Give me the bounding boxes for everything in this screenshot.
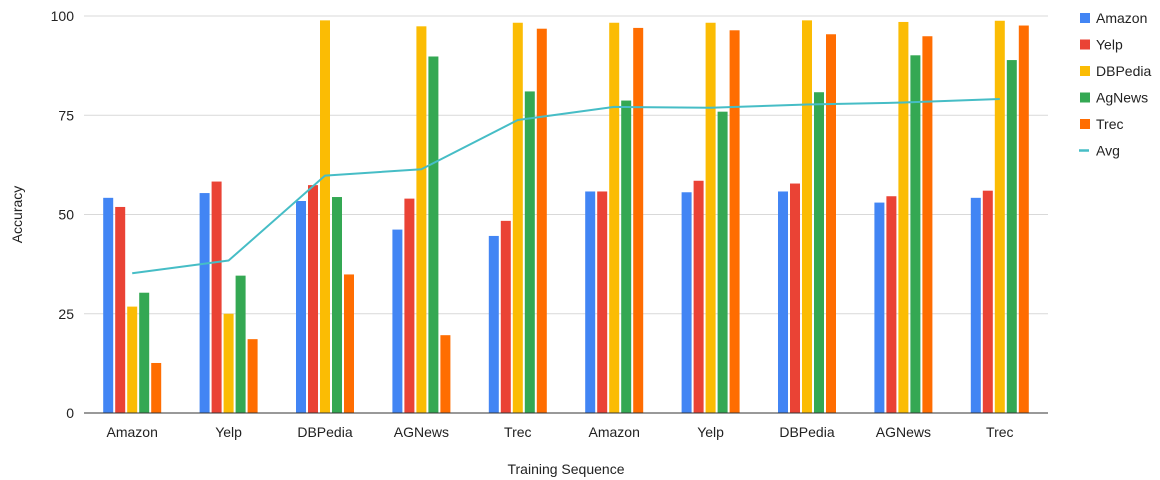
legend-item-amazon: Amazon bbox=[1080, 10, 1147, 26]
legend: Amazon Yelp DBPedia AgNews Trec Avg bbox=[1079, 10, 1151, 159]
x-tick-label: Amazon bbox=[107, 424, 158, 440]
bar-agnews bbox=[717, 111, 728, 413]
legend-item-trec: Trec bbox=[1080, 116, 1123, 132]
bar-yelp bbox=[308, 185, 318, 413]
bar-yelp bbox=[597, 191, 608, 413]
bar-dbpedia bbox=[416, 26, 427, 414]
legend-item-yelp: Yelp bbox=[1080, 37, 1123, 53]
bar-yelp bbox=[693, 180, 704, 413]
bar-agnews bbox=[524, 91, 535, 414]
y-tick-label: 50 bbox=[58, 207, 74, 223]
x-tick-label: Yelp bbox=[215, 424, 242, 440]
x-axis-ticks: Amazon Yelp DBPedia AGNews Trec Amazon Yelp DBP… bbox=[107, 424, 1014, 440]
bar-trec bbox=[729, 30, 740, 414]
bar-amazon bbox=[296, 201, 306, 413]
bar-trec bbox=[922, 36, 933, 413]
bar-agnews bbox=[139, 292, 150, 413]
bar-trec bbox=[247, 339, 258, 413]
x-tick-label: Trec bbox=[986, 424, 1013, 440]
bar-agnews bbox=[332, 197, 342, 413]
bar-amazon bbox=[874, 202, 885, 413]
bar-dbpedia bbox=[802, 20, 812, 413]
legend-label: Amazon bbox=[1096, 10, 1147, 26]
x-axis-title: Training Sequence bbox=[507, 461, 624, 477]
bar-yelp bbox=[211, 181, 222, 413]
bar-agnews bbox=[428, 56, 439, 414]
bar-amazon bbox=[488, 235, 499, 413]
x-tick-label: AGNews bbox=[394, 424, 449, 440]
bar-trec bbox=[440, 335, 451, 413]
bar-trec bbox=[151, 362, 162, 413]
bar-amazon bbox=[970, 197, 981, 413]
legend-item-agnews: AgNews bbox=[1080, 90, 1148, 106]
x-tick-label: Amazon bbox=[589, 424, 640, 440]
bar-yelp bbox=[404, 198, 415, 413]
y-tick-label: 0 bbox=[66, 405, 74, 421]
bar-dbpedia bbox=[609, 22, 620, 414]
legend-label: DBPedia bbox=[1096, 63, 1151, 79]
bar-trec bbox=[536, 28, 547, 413]
bar-trec bbox=[344, 274, 354, 413]
legend-swatch bbox=[1080, 13, 1090, 23]
bar-trec bbox=[826, 34, 836, 414]
bar-dbpedia bbox=[898, 21, 909, 414]
bar-amazon bbox=[392, 229, 403, 413]
y-tick-label: 100 bbox=[51, 8, 75, 24]
bar-amazon bbox=[778, 191, 788, 413]
bar-trec bbox=[633, 27, 644, 413]
bar-amazon bbox=[585, 191, 596, 413]
y-axis-title: Accuracy bbox=[9, 186, 25, 244]
bar-dbpedia bbox=[223, 313, 234, 413]
bar-dbpedia bbox=[127, 306, 138, 413]
x-tick-label: DBPedia bbox=[297, 424, 352, 440]
bar-yelp bbox=[886, 196, 897, 413]
bar-dbpedia bbox=[994, 20, 1005, 413]
y-axis-ticks: 0 25 50 75 100 bbox=[51, 8, 75, 421]
bar-agnews bbox=[621, 100, 632, 413]
bar-yelp bbox=[790, 183, 800, 413]
avg-series-line bbox=[132, 97, 1000, 275]
legend-swatch bbox=[1080, 119, 1090, 129]
legend-swatch bbox=[1080, 66, 1090, 76]
bar-dbpedia bbox=[320, 20, 330, 413]
bar-agnews bbox=[235, 275, 246, 413]
bar-agnews bbox=[910, 55, 921, 413]
legend-swatch bbox=[1080, 92, 1090, 103]
bar-dbpedia bbox=[512, 22, 523, 414]
legend-label: AgNews bbox=[1096, 90, 1148, 106]
legend-label: Avg bbox=[1096, 143, 1120, 159]
bar-yelp bbox=[115, 206, 126, 413]
bars bbox=[103, 20, 1029, 414]
bar-yelp bbox=[982, 190, 993, 413]
bar-amazon bbox=[681, 192, 692, 413]
legend-swatch bbox=[1080, 39, 1090, 50]
x-tick-label: Yelp bbox=[697, 424, 724, 440]
bar-agnews bbox=[1006, 60, 1017, 413]
y-tick-label: 75 bbox=[58, 107, 74, 123]
legend-label: Trec bbox=[1096, 116, 1123, 132]
legend-label: Yelp bbox=[1096, 37, 1123, 53]
bar-trec bbox=[1018, 25, 1029, 413]
y-tick-label: 25 bbox=[58, 306, 74, 322]
bar-amazon bbox=[199, 193, 210, 413]
x-tick-label: Trec bbox=[504, 424, 531, 440]
avg-line bbox=[132, 97, 1000, 275]
bar-dbpedia bbox=[705, 22, 716, 414]
bar-amazon bbox=[103, 197, 114, 413]
legend-item-dbpedia: DBPedia bbox=[1080, 63, 1151, 79]
x-tick-label: DBPedia bbox=[779, 424, 834, 440]
x-tick-label: AGNews bbox=[876, 424, 931, 440]
bar-agnews bbox=[814, 92, 824, 413]
legend-item-avg: Avg bbox=[1079, 143, 1120, 159]
bar-yelp bbox=[500, 220, 511, 413]
